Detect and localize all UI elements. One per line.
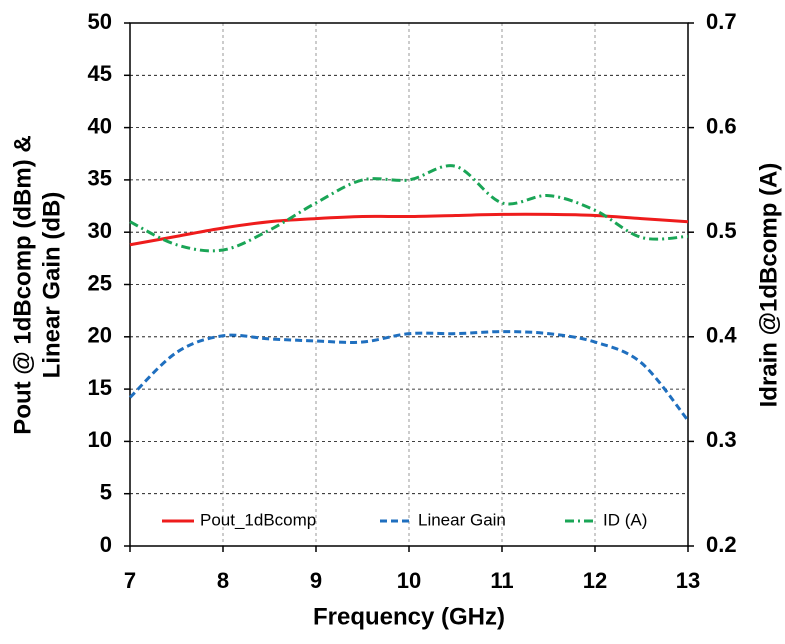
y-tick-label: 30 [88, 218, 112, 243]
y-tick-label: 40 [88, 113, 112, 138]
series-line [128, 330, 690, 422]
x-tick-label: 11 [490, 568, 513, 593]
x-tick-label: 12 [583, 568, 607, 593]
y-tick-label: 20 [88, 323, 112, 348]
y-tick-label: 15 [88, 375, 112, 400]
y-tick-label: 5 [100, 480, 112, 505]
y-tick-label: 45 [88, 61, 112, 86]
series-line [129, 164, 689, 253]
x-tick-label: 9 [310, 568, 322, 593]
x-tick-label: 8 [217, 568, 229, 593]
x-tick-label: 10 [397, 568, 421, 593]
y-tick-label: 25 [88, 270, 112, 295]
y-tick-label: 0 [100, 532, 112, 557]
y-tick-label: 10 [88, 427, 112, 452]
legend-label: Pout_1dBcomp [200, 510, 316, 529]
y-tick-label: 50 [88, 9, 112, 34]
y2-axis-label: Idrain @1dBcomp (A) [755, 163, 782, 408]
y-axis-label: Pout @ 1dBcomp (dBm) & [9, 135, 36, 434]
x-tick-label: 7 [124, 568, 136, 593]
x-tick-label: 13 [676, 568, 700, 593]
y2-tick-label: 0.2 [706, 532, 737, 557]
x-axis-label: Frequency (GHz) [313, 603, 505, 630]
legend-label: ID (A) [603, 510, 647, 529]
y2-tick-label: 0.5 [706, 218, 737, 243]
y-axis-label: Linear Gain (dB) [38, 192, 65, 379]
y2-tick-label: 0.7 [706, 9, 737, 34]
y-tick-label: 35 [88, 166, 112, 191]
plot-frame [129, 22, 689, 547]
y2-tick-label: 0.4 [706, 323, 737, 348]
y2-tick-label: 0.3 [706, 427, 737, 452]
series-line [129, 212, 689, 247]
y2-tick-label: 0.6 [706, 113, 737, 138]
legend-label: Linear Gain [418, 510, 506, 529]
